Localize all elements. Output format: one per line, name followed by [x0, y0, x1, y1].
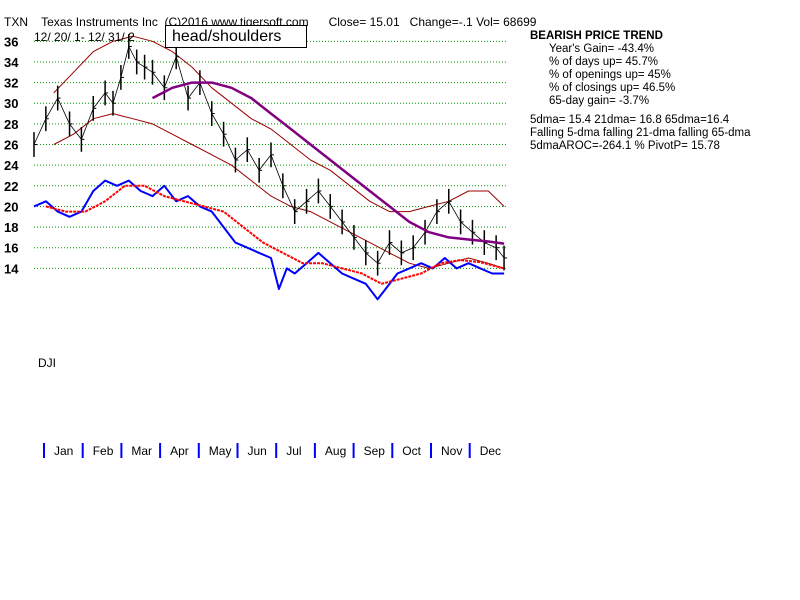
dji-ma-line	[45, 184, 505, 285]
ma65-line	[151, 81, 505, 245]
y-tick-label: 22	[4, 179, 18, 194]
date-range: 12/ 20/ 1- 12/ 31/ 2	[34, 30, 135, 44]
lower-band-line	[53, 113, 505, 269]
days-up: % of days up= 45.7%	[549, 56, 659, 68]
dji-label: DJI	[38, 356, 56, 370]
y-tick-label: 36	[4, 34, 18, 49]
month-label: Jul	[286, 444, 301, 458]
openings-up: % of openings up= 45%	[549, 69, 671, 81]
y-tick-label: 14	[4, 261, 19, 276]
month-label: Jan	[54, 444, 73, 458]
month-label: Apr	[170, 444, 189, 458]
change-value: -.1	[458, 15, 473, 29]
y-tick-label: 16	[4, 241, 18, 256]
head-shoulders-callout: head/shoulders	[165, 25, 307, 48]
company-name: Texas Instruments Inc	[41, 15, 158, 29]
y-tick-label: 24	[4, 158, 19, 173]
y-tick-label: 32	[4, 76, 18, 91]
month-label: Jun	[248, 444, 267, 458]
dma-values: 5dma= 15.4 21dma= 16.8 65dma=16.4	[530, 114, 730, 126]
trend-heading: BEARISH PRICE TREND	[530, 30, 663, 42]
month-label: Mar	[131, 444, 152, 458]
y-tick-label: 26	[4, 138, 18, 153]
ticker-symbol: TXN	[4, 15, 28, 29]
closings-up: % of closings up= 46.5%	[549, 82, 676, 94]
y-axis-ticks: 36 34 32 30 28 26 24 22 20 18 16 14	[4, 34, 19, 276]
month-label: Feb	[93, 444, 114, 458]
month-axis: Jan Feb Mar Apr May Jun Jul Aug Sep Oct Nov Dec	[43, 443, 501, 458]
lines-layer	[33, 81, 505, 301]
dma-status: Falling 5-dma falling 21-dma falling 65-…	[530, 127, 751, 139]
price-trace	[33, 46, 505, 264]
y-tick-label: 30	[4, 96, 18, 111]
aroc-pivot: 5dmaAROC=-264.1 % PivotP= 15.78	[530, 140, 720, 152]
y-tick-label: 20	[4, 199, 18, 214]
close-value: 15.01	[369, 15, 400, 29]
dji-line	[33, 179, 505, 301]
month-label: Oct	[402, 444, 421, 458]
gain-65day: 65-day gain= -3.7%	[549, 95, 650, 107]
vol-value: 68699	[503, 15, 537, 29]
close-label: Close=	[328, 15, 367, 29]
month-label: Aug	[325, 444, 346, 458]
vol-label: Vol=	[476, 15, 500, 29]
trend-panel: BEARISH PRICE TREND Year's Gain= -43.4% …	[530, 30, 751, 153]
month-label: Nov	[441, 444, 462, 458]
y-tick-label: 18	[4, 220, 18, 235]
y-tick-label: 34	[4, 55, 19, 70]
price-bars-layer	[33, 34, 508, 276]
change-label: Change=	[409, 15, 459, 29]
month-label: Dec	[480, 444, 501, 458]
years-gain: Year's Gain= -43.4%	[549, 43, 655, 55]
y-tick-label: 28	[4, 117, 18, 132]
month-label: May	[209, 444, 232, 458]
month-label: Sep	[364, 444, 386, 458]
